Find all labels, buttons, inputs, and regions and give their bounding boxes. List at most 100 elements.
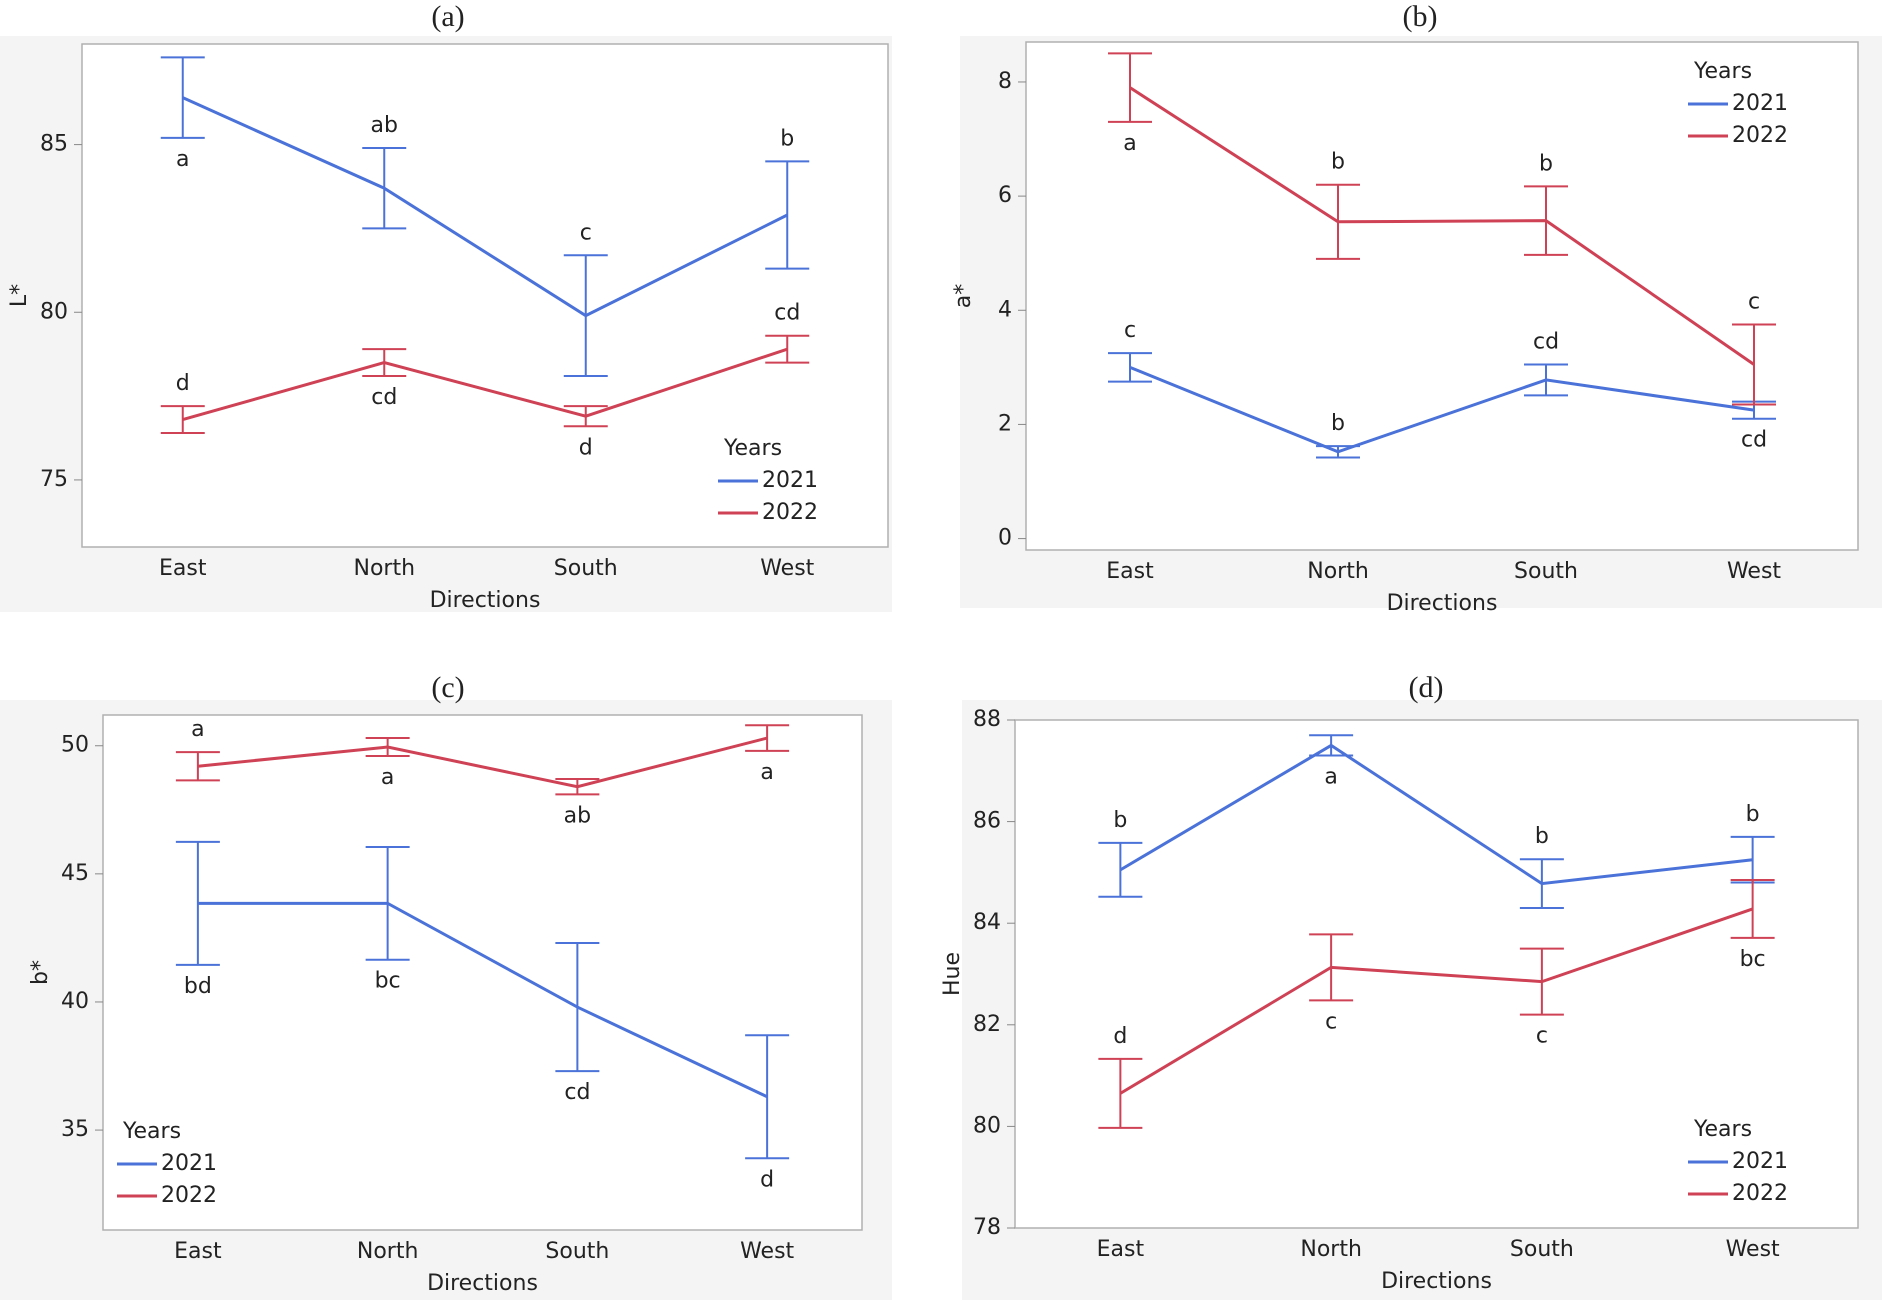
significance-letter: b [1539,151,1553,176]
significance-letter: c [1748,290,1760,315]
chart-title: (c) [431,671,464,704]
error-bar [555,778,600,796]
significance-letter: c [1124,318,1136,343]
x-tick-label: East [1097,1237,1145,1262]
error-bar [362,146,407,230]
series-line [1119,743,1753,886]
error-bar [1098,841,1143,898]
y-tick-label: 80 [973,1113,1001,1138]
legend-label: 2022 [762,500,818,525]
y-axis-label: a* [951,284,976,308]
error-bar [1309,734,1354,757]
x-tick-label: East [1106,559,1154,584]
y-axis-label: b* [28,960,53,985]
significance-letter: d [760,1167,774,1192]
legend-title: Years [1693,59,1752,84]
legend-label: 2022 [161,1183,217,1208]
chart-title: (d) [1409,671,1444,704]
significance-letter: d [579,435,593,460]
x-tick-label: West [740,1239,794,1264]
x-tick-label: North [353,556,415,581]
legend-label: 2022 [1732,123,1788,148]
y-tick-label: 40 [61,989,89,1014]
x-axis-label: Directions [427,1271,538,1296]
error-bar [1108,352,1152,383]
error-bar [160,56,205,139]
x-tick-label: West [1727,559,1781,584]
y-tick-label: 78 [973,1215,1001,1240]
series-line [1129,365,1755,454]
error-bar [1316,183,1360,260]
significance-letter: a [1123,131,1136,156]
error-bar [745,1034,790,1160]
y-tick-label: 0 [998,526,1012,551]
significance-letter: cd [1533,329,1559,354]
x-tick-label: North [1300,1237,1362,1262]
series-line [182,96,788,318]
error-bar [1730,879,1775,939]
series-line [1129,86,1755,366]
error-bar [362,348,407,377]
significance-letter: bc [1740,947,1766,972]
plot-area [102,714,863,1231]
significance-letter: b [1535,824,1549,849]
error-bar [1098,1057,1143,1129]
x-tick-label: West [760,556,814,581]
significance-letter: ab [371,113,398,138]
significance-letter: a [1324,765,1337,790]
y-tick-label: 82 [973,1012,1001,1037]
y-tick-label: 88 [973,707,1001,732]
y-tick-label: 45 [61,861,89,886]
series-line [197,736,768,789]
y-tick-label: 35 [61,1117,89,1142]
x-tick-label: South [545,1239,609,1264]
significance-letter: ab [564,803,591,828]
error-bar [365,845,410,961]
y-tick-label: 2 [998,411,1012,436]
x-tick-label: North [357,1239,419,1264]
significance-letter: a [760,760,773,785]
y-tick-label: 6 [998,183,1012,208]
error-bar [765,334,810,364]
error-bar [1108,52,1152,123]
error-bar [765,160,810,270]
error-bar [1524,185,1568,256]
legend-label: 2021 [762,468,818,493]
series-line [182,347,788,422]
y-tick-label: 84 [973,910,1001,935]
x-tick-label: East [174,1239,222,1264]
error-bar [1519,947,1564,1016]
significance-letter: b [1331,150,1345,175]
legend-label: 2021 [161,1151,217,1176]
plot-area [1025,41,1859,551]
legend-label: 2022 [1732,1181,1788,1206]
legend-label: 2021 [1732,91,1788,116]
y-tick-label: 80 [40,299,68,324]
y-axis-label: Hue [940,952,965,996]
error-bar [1316,445,1360,459]
error-bar [1519,858,1564,909]
legend-title: Years [723,436,782,461]
significance-letter: cd [371,385,397,410]
significance-letter: bc [375,969,401,994]
error-bar [1732,323,1776,406]
y-tick-label: 75 [40,467,68,492]
significance-letter: a [381,765,394,790]
significance-letter: b [1746,802,1760,827]
significance-letter: a [191,717,204,742]
x-tick-label: South [1514,559,1578,584]
x-tick-label: East [159,556,207,581]
x-axis-label: Directions [1381,1269,1492,1294]
error-bar [160,405,205,434]
significance-letter: cd [774,301,800,326]
y-tick-label: 85 [40,132,68,157]
error-bar [1309,933,1354,1002]
chart-title: (a) [431,0,464,33]
legend-title: Years [122,1119,181,1144]
significance-letter: b [1331,411,1345,436]
y-tick-label: 8 [998,69,1012,94]
x-tick-label: South [554,556,618,581]
x-tick-label: South [1510,1237,1574,1262]
error-bar [175,751,220,782]
